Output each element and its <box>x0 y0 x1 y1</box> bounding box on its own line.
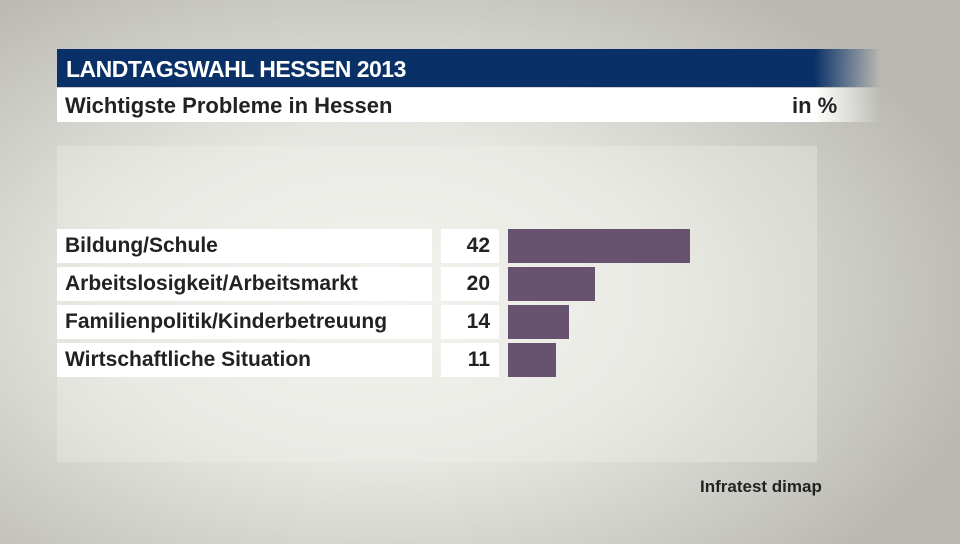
category-label-box: Familienpolitik/Kinderbetreuung <box>57 305 432 339</box>
category-label: Familienpolitik/Kinderbetreuung <box>65 310 388 333</box>
value-label: 14 <box>466 310 490 333</box>
chart-panel <box>57 146 817 462</box>
category-label: Arbeitslosigkeit/Arbeitsmarkt <box>65 272 358 295</box>
category-label-box: Bildung/Schule <box>57 229 432 263</box>
chart-subtitle: Wichtigste Probleme in Hessen <box>65 93 393 118</box>
value-label: 42 <box>466 234 490 257</box>
value-label: 20 <box>466 272 490 295</box>
bar <box>508 305 569 339</box>
bar <box>508 229 690 263</box>
unit-label: in % <box>792 93 838 118</box>
value-label-box: 11 <box>441 343 499 377</box>
category-label-box: Arbeitslosigkeit/Arbeitsmarkt <box>57 267 432 301</box>
value-label: 11 <box>467 348 490 371</box>
header-title: LANDTAGSWAHL HESSEN 2013 <box>66 56 406 82</box>
value-label-box: 20 <box>441 267 499 301</box>
value-label-box: 14 <box>441 305 499 339</box>
category-label-box: Wirtschaftliche Situation <box>57 343 432 377</box>
category-label: Wirtschaftliche Situation <box>65 348 312 371</box>
bar <box>508 267 595 301</box>
header-bar: LANDTAGSWAHL HESSEN 2013 <box>57 49 880 87</box>
value-label-box: 42 <box>441 229 499 263</box>
bar <box>508 343 556 377</box>
subtitle-bar: Wichtigste Probleme in Hessen in % <box>57 88 880 122</box>
category-label: Bildung/Schule <box>65 234 218 257</box>
source-label: Infratest dimap <box>700 477 822 496</box>
